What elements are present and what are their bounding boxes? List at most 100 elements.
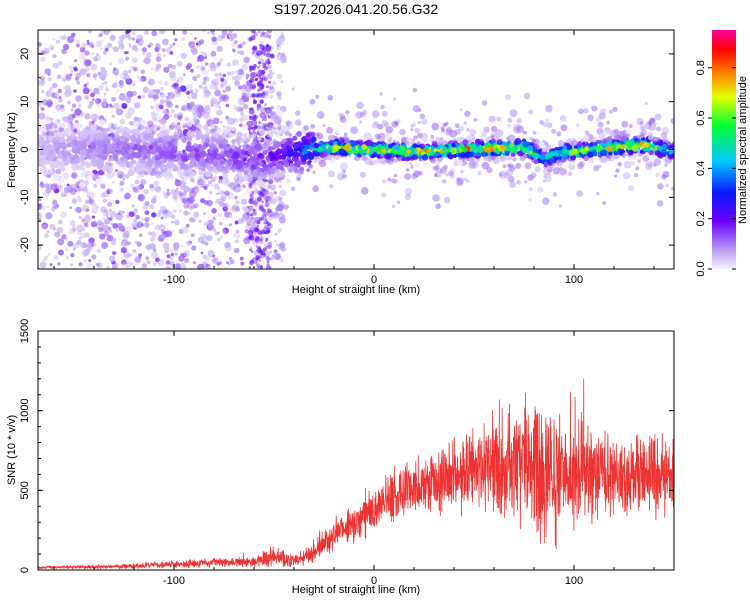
spectrogram-point: [197, 263, 205, 269]
spectrogram-point: [297, 140, 303, 147]
spectrogram-point: [656, 126, 662, 132]
spectrogram-point: [66, 100, 72, 105]
spectrogram-point: [280, 143, 286, 149]
spectrogram-point: [235, 137, 241, 142]
spectrogram-point: [209, 117, 213, 122]
spectrogram-point: [259, 44, 265, 50]
snr-series-line: [38, 378, 674, 570]
spectrogram-point: [126, 253, 131, 258]
spectrogram-point: [154, 225, 161, 232]
spectrogram-point: [312, 185, 319, 193]
spectrogram-point: [269, 153, 275, 160]
spectrogram-point: [256, 103, 262, 109]
spectrogram-point: [392, 178, 398, 184]
spectrogram-point: [265, 52, 271, 58]
spectrogram-point: [218, 175, 223, 180]
spectrogram-point: [109, 103, 113, 107]
y-tick-label: -20: [19, 237, 31, 253]
spectrogram-point: [57, 131, 64, 138]
spectrogram-point: [240, 261, 245, 266]
spectrogram-point: [71, 227, 77, 232]
spectrogram-point: [197, 115, 202, 119]
spectrogram-point: [231, 139, 237, 145]
spectrogram-point: [84, 189, 89, 194]
spectrogram-point: [250, 35, 256, 41]
spectrogram-point: [361, 144, 368, 150]
spectrogram-point: [542, 197, 550, 205]
spectrogram-point: [105, 103, 111, 109]
spectrogram-point: [148, 137, 155, 144]
spectrogram-point: [318, 159, 327, 168]
spectrogram-point: [224, 167, 230, 174]
spectrogram-point: [166, 108, 169, 112]
spectrogram-point: [259, 64, 262, 67]
spectrogram-point: [253, 152, 258, 158]
spectrogram-point: [559, 115, 567, 122]
spectrogram-point: [120, 247, 127, 254]
spectrogram-point: [177, 122, 181, 126]
spectrogram-point: [335, 130, 340, 135]
spectrogram-point: [178, 255, 185, 262]
spectrogram-point: [112, 154, 119, 160]
spectrogram-point: [606, 120, 610, 125]
spectrogram-point: [258, 175, 263, 180]
spectrogram-point: [202, 85, 208, 91]
spectrogram-point: [102, 149, 108, 155]
spectrogram-point: [379, 92, 383, 96]
spectrogram-point: [134, 102, 141, 109]
spectrogram-point: [161, 166, 168, 173]
spectrogram-point: [156, 52, 162, 58]
spectrogram-point: [523, 130, 527, 135]
spectrogram-point: [273, 191, 277, 195]
spectrogram-point: [593, 165, 600, 172]
spectrogram-point: [288, 123, 294, 129]
spectrogram-point: [56, 204, 60, 208]
spectrogram-point: [146, 127, 152, 133]
spectrogram-point: [166, 101, 173, 108]
spectrogram-point: [142, 86, 149, 94]
spectrogram-point: [190, 205, 194, 209]
spectrogram-point: [528, 198, 532, 202]
spectrogram-point: [45, 130, 50, 136]
spectrogram-point: [593, 141, 598, 147]
spectrogram-point: [276, 162, 283, 170]
spectrogram-point: [111, 96, 116, 102]
spectrogram-point: [576, 123, 580, 127]
colorbar-tick-label: 0.0: [695, 261, 707, 276]
spectrogram-point: [174, 91, 181, 98]
spectrogram-point: [48, 44, 55, 50]
spectrogram-point: [38, 139, 45, 146]
spectrogram-point: [241, 214, 250, 222]
spectrogram-point: [75, 95, 82, 102]
spectrogram-point: [174, 219, 180, 226]
spectrogram-point: [270, 184, 277, 191]
spectrogram-point: [92, 56, 98, 62]
spectrogram-point: [70, 108, 74, 112]
spectrogram-point: [102, 98, 107, 103]
spectrogram-point: [177, 129, 183, 135]
spectrogram-point: [76, 123, 83, 129]
spectrogram-point: [278, 196, 283, 201]
spectrogram-point: [355, 111, 363, 119]
colorbar: 0.00.20.40.60.8 Normalized spectral ampl…: [695, 30, 749, 277]
spectrogram-point: [105, 211, 109, 216]
spectrogram-point: [217, 61, 222, 66]
spectrogram-point: [258, 142, 261, 145]
spectrogram-point: [431, 140, 438, 147]
spectrogram-point: [264, 107, 268, 111]
spectrogram-point: [530, 172, 537, 179]
spectrogram-point: [459, 151, 466, 158]
spectrogram-point: [466, 134, 473, 141]
spectrogram-point: [257, 30, 261, 34]
spectrogram-point: [385, 146, 389, 151]
spectrogram-point: [249, 248, 253, 252]
spectrogram-point: [650, 117, 656, 123]
spectrogram-point: [661, 148, 667, 155]
spectrogram-point: [146, 158, 153, 164]
spectrogram-point: [119, 187, 124, 192]
spectrogram-point: [247, 208, 252, 213]
spectrogram-point: [296, 173, 302, 180]
spectrogram-point: [61, 116, 67, 121]
spectrogram-point: [205, 93, 210, 98]
spectrogram-point: [443, 164, 448, 170]
